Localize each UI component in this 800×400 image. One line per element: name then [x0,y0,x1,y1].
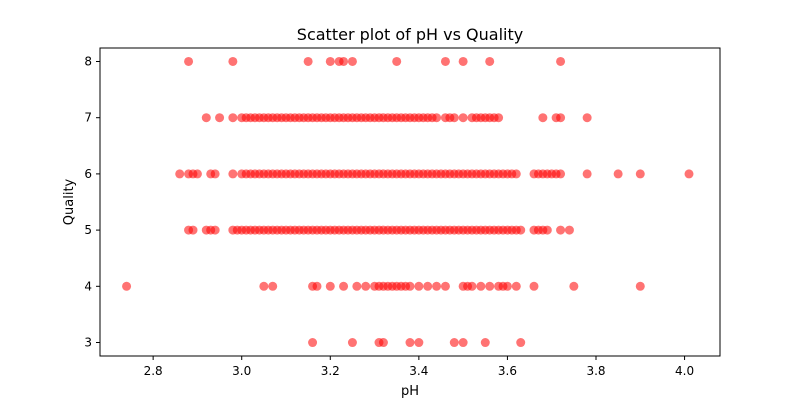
data-point [516,225,526,235]
data-point [210,169,220,179]
data-point [476,281,486,291]
x-tick-label: 3.8 [586,364,605,378]
data-point [458,338,468,348]
data-point [423,281,433,291]
data-point [449,113,459,123]
data-point [361,281,371,291]
data-point [494,113,504,123]
y-axis-label: Quality [62,178,77,225]
data-point [511,169,521,179]
data-point [556,169,566,179]
data-point [228,56,238,66]
data-point [352,281,362,291]
y-tick-label: 5 [84,223,92,237]
data-point [268,281,278,291]
data-point [392,56,402,66]
data-point [480,338,490,348]
data-point [303,56,313,66]
data-point [432,113,442,123]
data-point [122,281,132,291]
data-point [188,225,198,235]
data-point [440,281,450,291]
data-point [502,281,512,291]
data-point [378,338,388,348]
data-point [228,169,238,179]
data-point [175,169,185,179]
data-point [635,169,645,179]
data-point [582,113,592,123]
y-tick-label: 4 [84,279,92,293]
data-point [564,225,574,235]
y-axis: 3 4 5 6 7 8 [84,54,100,350]
x-axis: 2.8 3.0 3.2 3.4 3.6 3.8 4.0 [144,356,694,378]
data-point [215,113,225,123]
data-point [347,338,357,348]
data-point [210,225,220,235]
data-point [458,56,468,66]
data-point [635,281,645,291]
data-point [556,113,566,123]
x-tick-label: 3.4 [409,364,428,378]
data-point [569,281,579,291]
x-tick-label: 3.0 [232,364,251,378]
data-point [192,169,202,179]
y-tick-label: 7 [84,111,92,125]
data-point [440,56,450,66]
data-point [228,113,238,123]
data-point [347,56,357,66]
data-point [325,56,335,66]
y-tick-label: 8 [84,54,92,68]
data-point [582,169,592,179]
data-point [458,113,468,123]
data-point [432,281,442,291]
data-point [485,281,495,291]
data-point [542,225,552,235]
data-point [339,56,349,66]
x-tick-label: 2.8 [144,364,163,378]
x-tick-label: 3.2 [321,364,340,378]
data-point [556,56,566,66]
y-tick-label: 3 [84,336,92,350]
x-axis-label: pH [401,384,419,399]
data-point [184,56,194,66]
chart-title: Scatter plot of pH vs Quality [297,25,523,44]
data-point [684,169,694,179]
x-tick-label: 4.0 [675,364,694,378]
data-point [414,338,424,348]
data-point [449,338,459,348]
data-point [556,225,566,235]
data-point [516,338,526,348]
y-tick-label: 6 [84,167,92,181]
data-point [511,281,521,291]
data-point [405,338,415,348]
data-point [201,113,211,123]
data-point [405,281,415,291]
data-point [485,56,495,66]
data-point [613,169,623,179]
data-point [312,281,322,291]
data-point [414,281,424,291]
points-layer [122,56,694,348]
data-point [529,281,539,291]
x-tick-label: 3.6 [498,364,517,378]
data-point [259,281,269,291]
plot-frame [99,47,721,357]
data-point [339,281,349,291]
data-point [467,281,477,291]
data-point [325,281,335,291]
data-point [538,113,548,123]
data-point [308,338,318,348]
